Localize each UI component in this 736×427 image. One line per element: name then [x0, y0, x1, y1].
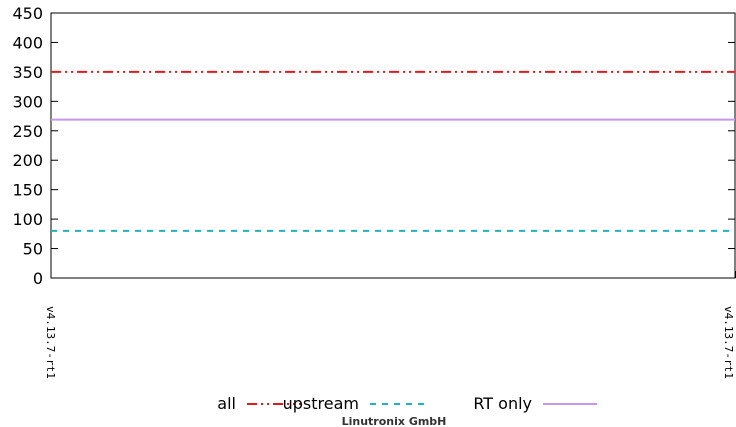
y-tick-label: 50 — [23, 240, 43, 259]
legend: all upstream RT only — [217, 394, 597, 413]
legend-label: RT only — [473, 394, 532, 413]
y-axis: 0 50 100 150 200 250 300 350 400 450 — [12, 4, 735, 288]
y-tick-label: 200 — [12, 151, 43, 170]
legend-label: upstream — [283, 394, 359, 413]
y-tick-label: 0 — [33, 269, 43, 288]
y-tick-label: 300 — [12, 92, 43, 111]
y-tick-label: 400 — [12, 33, 43, 52]
plot-border — [50, 12, 736, 279]
y-tick-label: 250 — [12, 122, 43, 141]
x-tick-label: v4.13.7-rt1 — [44, 306, 57, 379]
legend-label: all — [217, 394, 236, 413]
y-tick-label: 100 — [12, 210, 43, 229]
y-tick-label: 150 — [12, 181, 43, 200]
x-tick-label: v4.13.7-rt1 — [722, 306, 735, 379]
axes — [50, 12, 736, 279]
y-tick-label: 350 — [12, 63, 43, 82]
x-axis: v4.13.7-rt1 v4.13.7-rt1 — [44, 271, 736, 379]
y-tick-label: 450 — [12, 4, 43, 23]
credit-text: Linutronix GmbH — [342, 415, 447, 427]
series-lines — [51, 70, 735, 232]
